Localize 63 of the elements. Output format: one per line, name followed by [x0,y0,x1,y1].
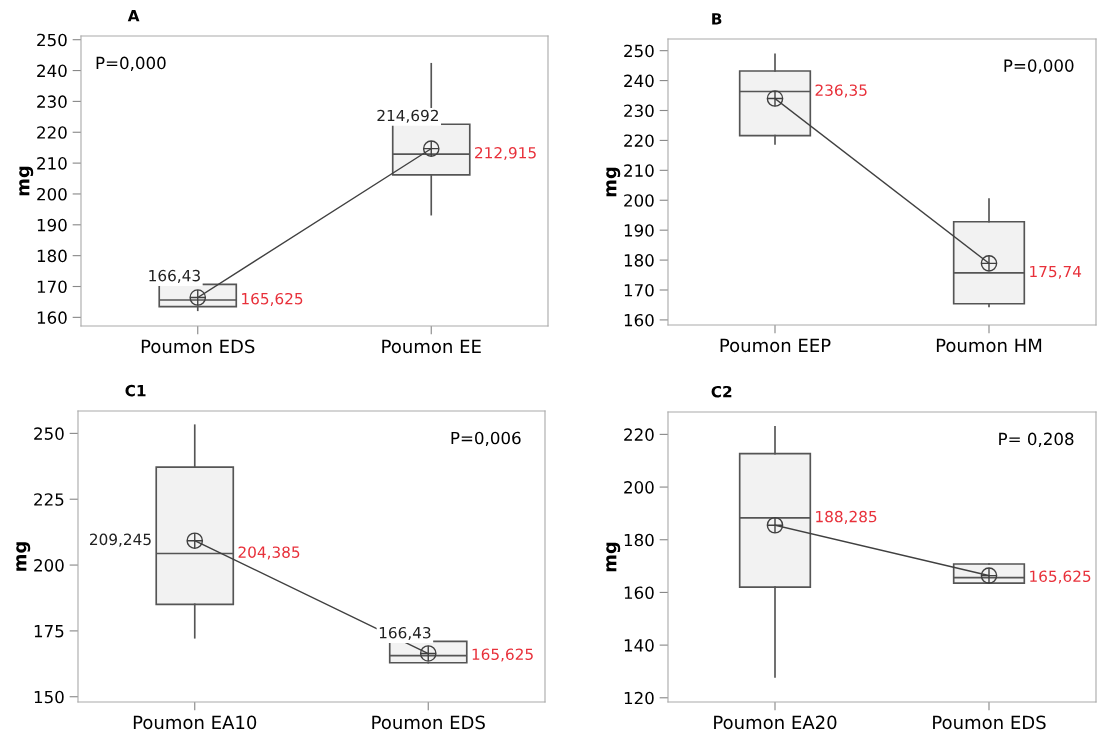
y-tick-label: 190 [624,224,654,237]
y-tick-label: 180 [37,249,67,263]
x-tick-label: Poumon EEP [720,338,831,353]
y-tick-label: 220 [624,134,654,147]
x-tick-label: Poumon HM [936,338,1042,353]
y-tick-label: 160 [37,311,67,324]
x-tick-label: Poumon EDS [141,339,255,354]
chart-title: B [712,13,722,25]
annotation: P=0,000 [1004,59,1074,74]
y-tick-label: 220 [37,126,67,139]
annotation: P=0,006 [451,431,521,446]
annotation: 214,692 [377,109,438,123]
annotation: 209,245 [90,533,151,547]
y-tick-label: 120 [624,691,654,705]
y-tick-label: 190 [37,218,67,232]
y-tick-label: 230 [37,95,67,108]
x-tick-label: Poumon EA20 [714,715,837,730]
annotation: 165,625 [472,648,533,662]
annotation: P=0,000 [96,56,166,71]
y-tick-label: 140 [624,639,654,652]
y-tick-label: 220 [624,428,654,441]
y-tick-label: 250 [34,427,64,440]
y-axis-title: mg [19,166,34,196]
annotation: 165,625 [242,292,303,306]
y-tick-label: 210 [37,157,67,170]
y-tick-label: 170 [37,280,67,294]
annotation: 188,285 [816,510,877,524]
y-tick-label: 150 [34,690,64,704]
y-tick-label: 210 [624,164,654,177]
y-tick-label: 200 [37,187,67,201]
x-tick-label: Poumon EDS [372,715,485,730]
annotation: 204,385 [238,546,300,560]
y-tick-label: 200 [34,559,64,572]
y-tick-label: 160 [624,313,654,327]
y-tick-label: 200 [624,194,654,207]
y-tick-label: 250 [37,33,67,47]
y-tick-label: 240 [37,64,67,78]
y-tick-label: 200 [624,481,654,494]
annotation: P= 0,208 [999,432,1074,447]
annotation: 212,915 [475,146,536,161]
y-tick-label: 160 [624,586,654,599]
y-axis-title: mg [16,542,31,571]
y-tick-label: 240 [624,74,654,88]
chart-title: A [127,10,140,22]
chart-title: C2 [711,385,732,398]
y-axis-title: mg [606,542,621,572]
y-tick-label: 170 [624,283,654,297]
y-tick-label: 180 [624,533,654,547]
x-tick-label: Poumon EA10 [133,715,257,730]
annotation: 166,43 [379,626,431,641]
annotation: 166,43 [149,269,200,283]
y-tick-label: 250 [624,44,654,58]
y-tick-label: 230 [624,104,654,118]
annotation: 236,35 [815,84,867,98]
y-axis-title: mg [606,167,621,197]
annotation: 165,625 [1030,570,1091,584]
y-tick-label: 225 [34,493,64,506]
y-tick-label: 180 [624,254,654,267]
y-tick-label: 175 [34,625,64,638]
x-tick-label: Poumon EE [382,339,481,354]
annotation: 175,74 [1030,265,1082,279]
x-tick-label: Poumon EDS [933,715,1046,730]
chart-title: C1 [125,384,146,397]
